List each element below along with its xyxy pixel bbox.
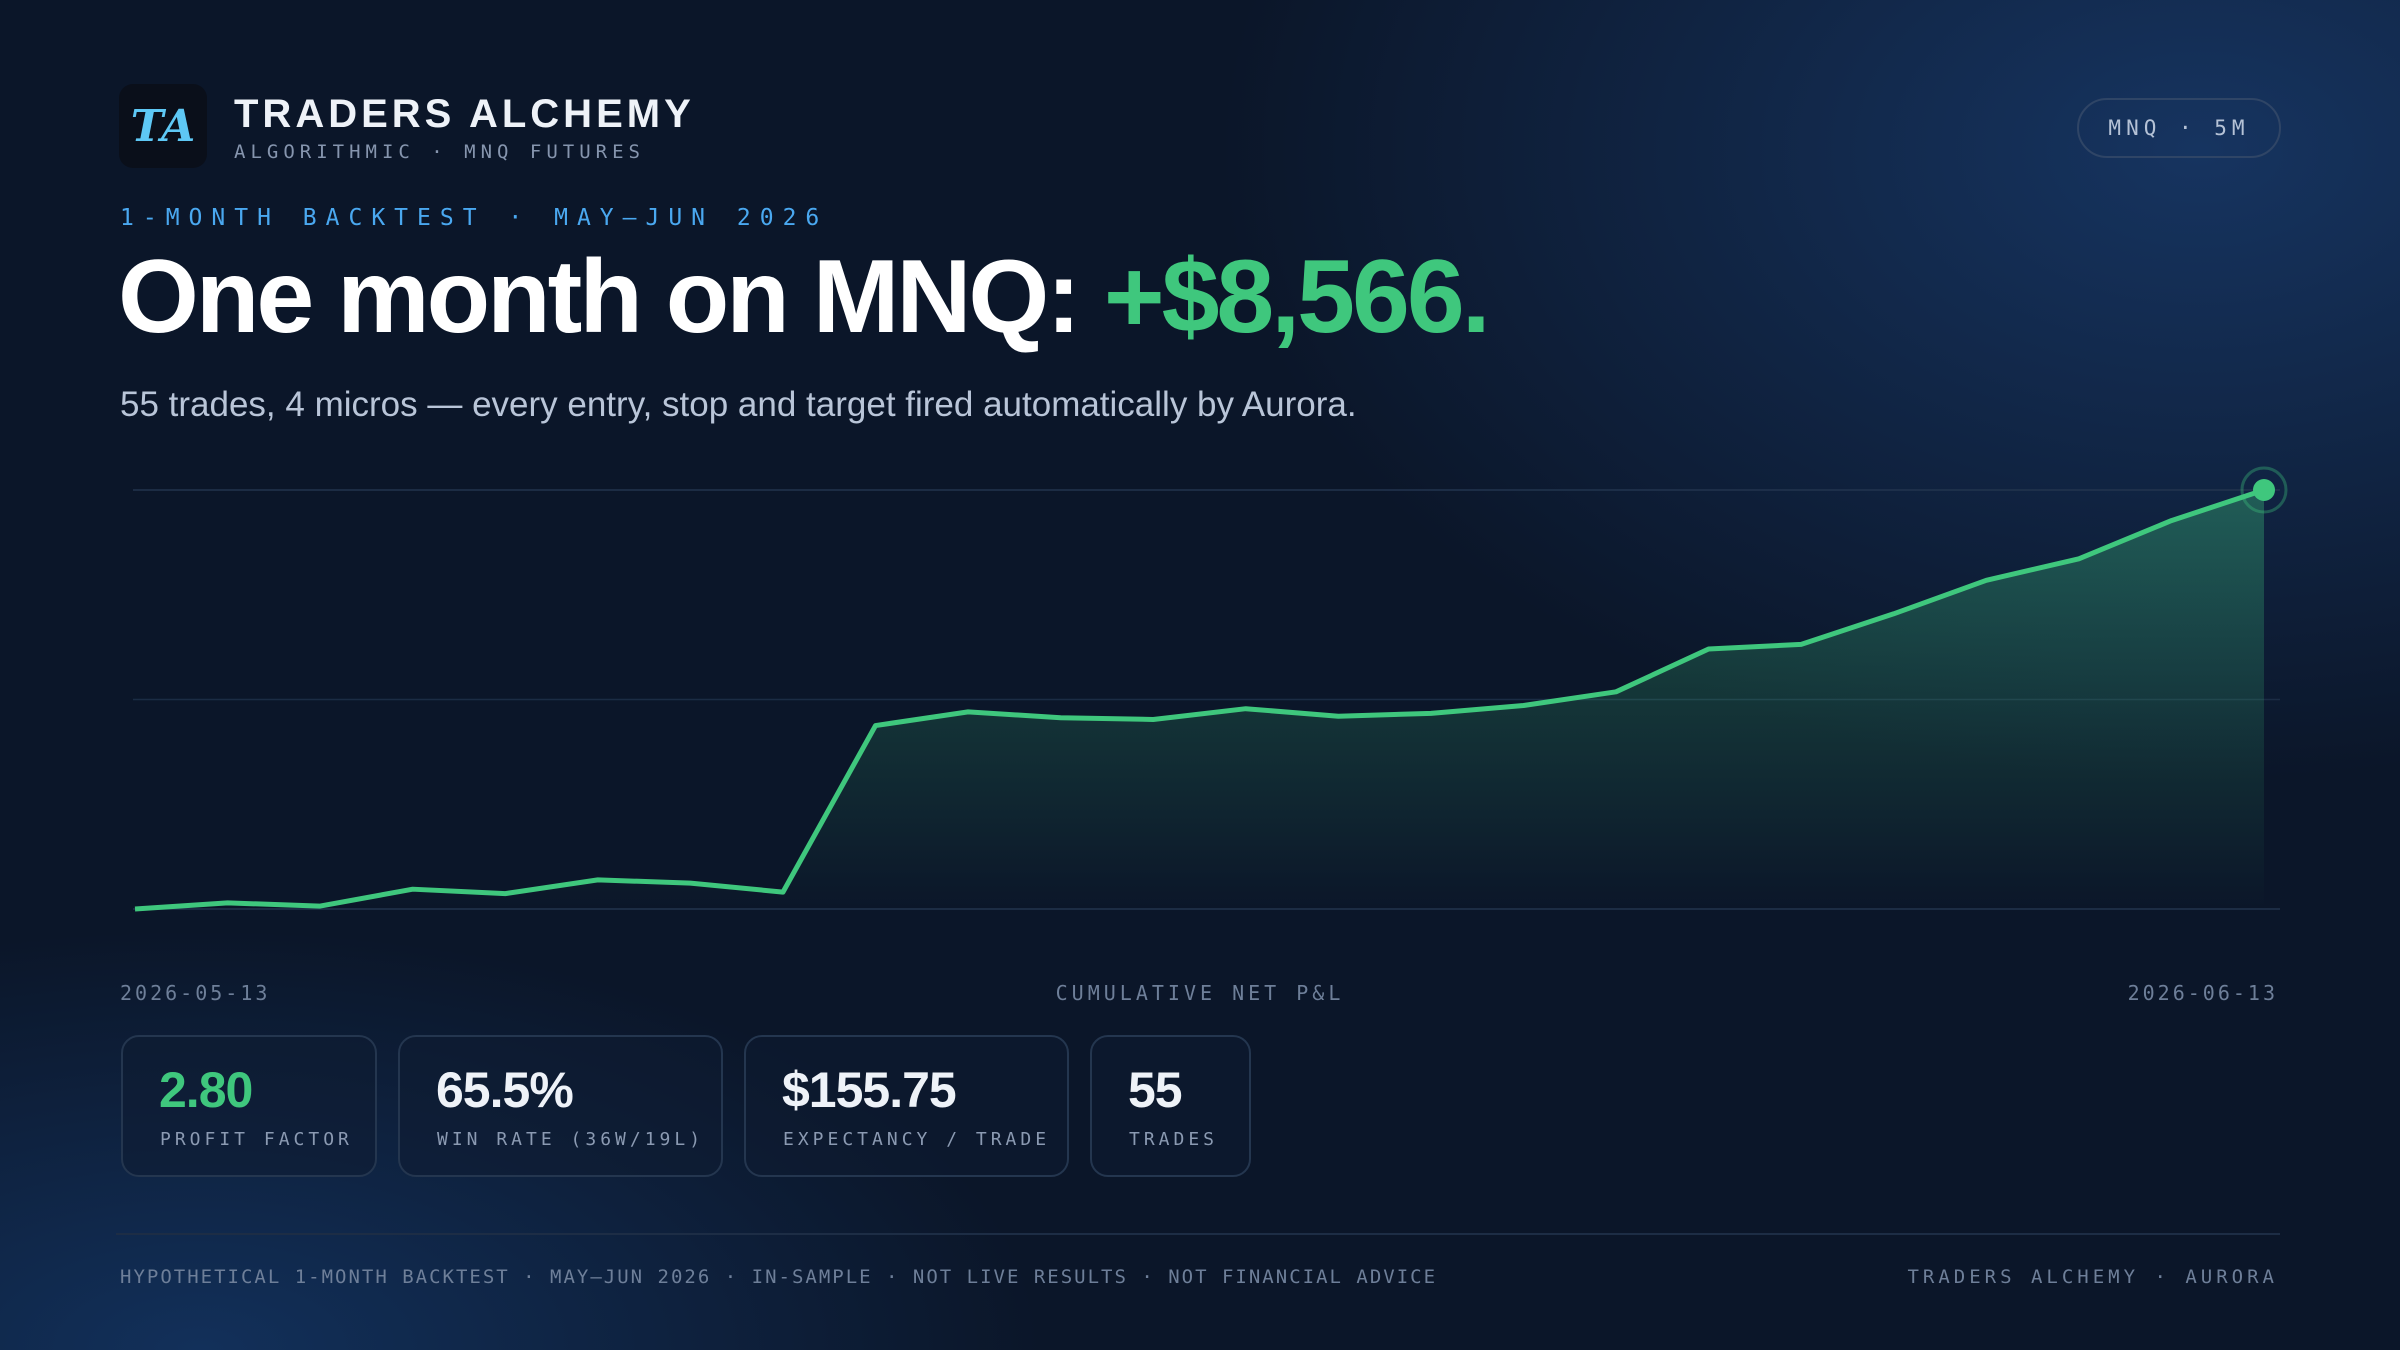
stat-value: 65.5% <box>436 1062 574 1118</box>
stat-label: PROFIT FACTOR <box>160 1129 353 1150</box>
eyebrow: 1-MONTH BACKTEST · MAY–JUN 2026 <box>120 205 829 231</box>
stat-value: $155.75 <box>782 1062 957 1118</box>
stat-label: EXPECTANCY / TRADE <box>783 1129 1051 1150</box>
end-halo <box>2240 466 2288 514</box>
chart: 2026-05-13 2026-06-13 CUMULATIVE NET P&L <box>120 466 2288 1005</box>
footer-disclaimer: HYPOTHETICAL 1-MONTH BACKTEST · MAY–JUN … <box>120 1266 1438 1288</box>
stat-card: 65.5% WIN RATE (36W/19L) <box>398 1035 723 1177</box>
stat-card: $155.75 EXPECTANCY / TRADE <box>744 1035 1069 1177</box>
brand: TRADERS ALCHEMY <box>234 92 695 136</box>
end-point <box>2253 479 2275 501</box>
area <box>135 490 2264 909</box>
stat-label: TRADES <box>1129 1129 1219 1150</box>
x-axis-label: CUMULATIVE NET P&L <box>1056 981 1345 1005</box>
stat-card: 2.80 PROFIT FACTOR <box>121 1035 377 1177</box>
logo: TA <box>119 84 207 168</box>
footer-brand: TRADERS ALCHEMY · AURORA <box>1907 1266 2278 1288</box>
line <box>134 487 2265 912</box>
stat-label: WIN RATE (36W/19L) <box>437 1129 705 1150</box>
subheadline: 55 trades, 4 micros — every entry, stop … <box>120 385 1357 424</box>
stat-value: 55 <box>1128 1062 1183 1118</box>
tagline: ALGORITHMIC · MNQ FUTURES <box>234 141 645 163</box>
x-tick-label: 2026-05-13 <box>120 981 270 1005</box>
headline-highlight: +$8,566. <box>1103 239 1491 355</box>
footer-rule <box>116 1233 2280 1235</box>
stat-card: 55 TRADES <box>1090 1035 1251 1177</box>
headline-text: One month on MNQ: <box>118 239 1104 355</box>
x-tick-label: 2026-06-13 <box>2128 981 2278 1005</box>
headline: One month on MNQ: +$8,566. <box>118 238 1491 357</box>
badge: MNQ · 5M <box>2077 98 2281 158</box>
stat-value: 2.80 <box>159 1062 253 1118</box>
